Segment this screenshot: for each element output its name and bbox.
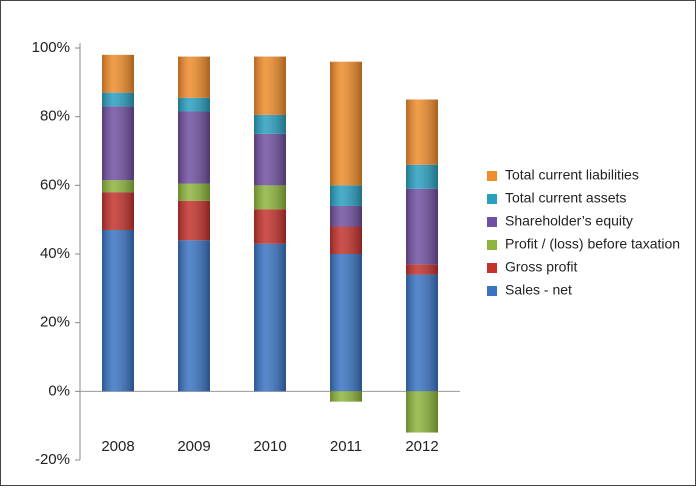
y-tick-label: 100%: [32, 39, 70, 56]
bar-shade: [254, 209, 286, 244]
x-tick-label: 2012: [405, 438, 438, 455]
legend-label: Profit / (loss) before taxation: [505, 236, 680, 252]
legend-item: Total current assets: [487, 190, 626, 206]
bar-shade: [406, 274, 438, 392]
x-tick-label: 2011: [330, 438, 362, 455]
bar-shade: [330, 185, 362, 206]
bar-shade: [254, 185, 286, 210]
bar-shade: [102, 229, 134, 392]
legend-swatch: [487, 194, 497, 204]
bar-shade: [178, 240, 210, 392]
legend-swatch: [487, 171, 497, 181]
bar-shade: [178, 111, 210, 184]
bar-shade: [102, 92, 134, 107]
bar-shade: [178, 200, 210, 241]
legend-swatch: [487, 286, 497, 296]
y-tick-label: -20%: [35, 451, 70, 468]
x-tick-label: 2009: [177, 438, 210, 455]
bar-shade: [102, 192, 134, 230]
bar-shade: [102, 180, 134, 193]
y-tick-label: 20%: [40, 314, 70, 331]
bar-shade: [102, 106, 134, 181]
legend-item: Sales - net: [487, 282, 572, 298]
legend-label: Gross profit: [505, 259, 577, 275]
legend-swatch: [487, 217, 497, 227]
legend-item: Profit / (loss) before taxation: [487, 236, 680, 252]
bar-shade: [178, 97, 210, 112]
legend-label: Total current assets: [505, 190, 626, 206]
bar-shade: [254, 114, 286, 134]
bar-shade: [406, 264, 438, 275]
legend-label: Total current liabilities: [505, 167, 639, 183]
bar-shade: [254, 56, 286, 115]
bar-shade: [406, 99, 438, 165]
legend-item: Total current liabilities: [487, 167, 639, 183]
bar-shade: [178, 183, 210, 201]
legend-swatch: [487, 263, 497, 273]
y-tick-label: 60%: [40, 176, 70, 193]
bar-shade: [330, 226, 362, 254]
bar-shade: [178, 56, 210, 98]
x-tick-label: 2010: [253, 438, 286, 455]
y-tick-label: 40%: [40, 245, 70, 262]
bar-shade: [330, 61, 362, 186]
bar-shade: [330, 391, 362, 402]
bar-shade: [254, 243, 286, 392]
legend-label: Shareholder’s equity: [505, 213, 633, 229]
bar-shade: [406, 188, 438, 265]
bar-shade: [406, 391, 438, 433]
bar-shade: [406, 164, 438, 189]
bar-shade: [254, 133, 286, 186]
y-tick-label: 80%: [40, 108, 70, 125]
legend-swatch: [487, 240, 497, 250]
y-tick-label: 0%: [48, 382, 70, 399]
bar-shade: [330, 205, 362, 227]
legend-label: Sales - net: [505, 282, 572, 298]
legend-item: Shareholder’s equity: [487, 213, 633, 229]
legend-item: Gross profit: [487, 259, 577, 275]
x-tick-label: 2008: [101, 438, 134, 455]
bar-shade: [330, 254, 362, 392]
bar-shade: [102, 54, 134, 93]
